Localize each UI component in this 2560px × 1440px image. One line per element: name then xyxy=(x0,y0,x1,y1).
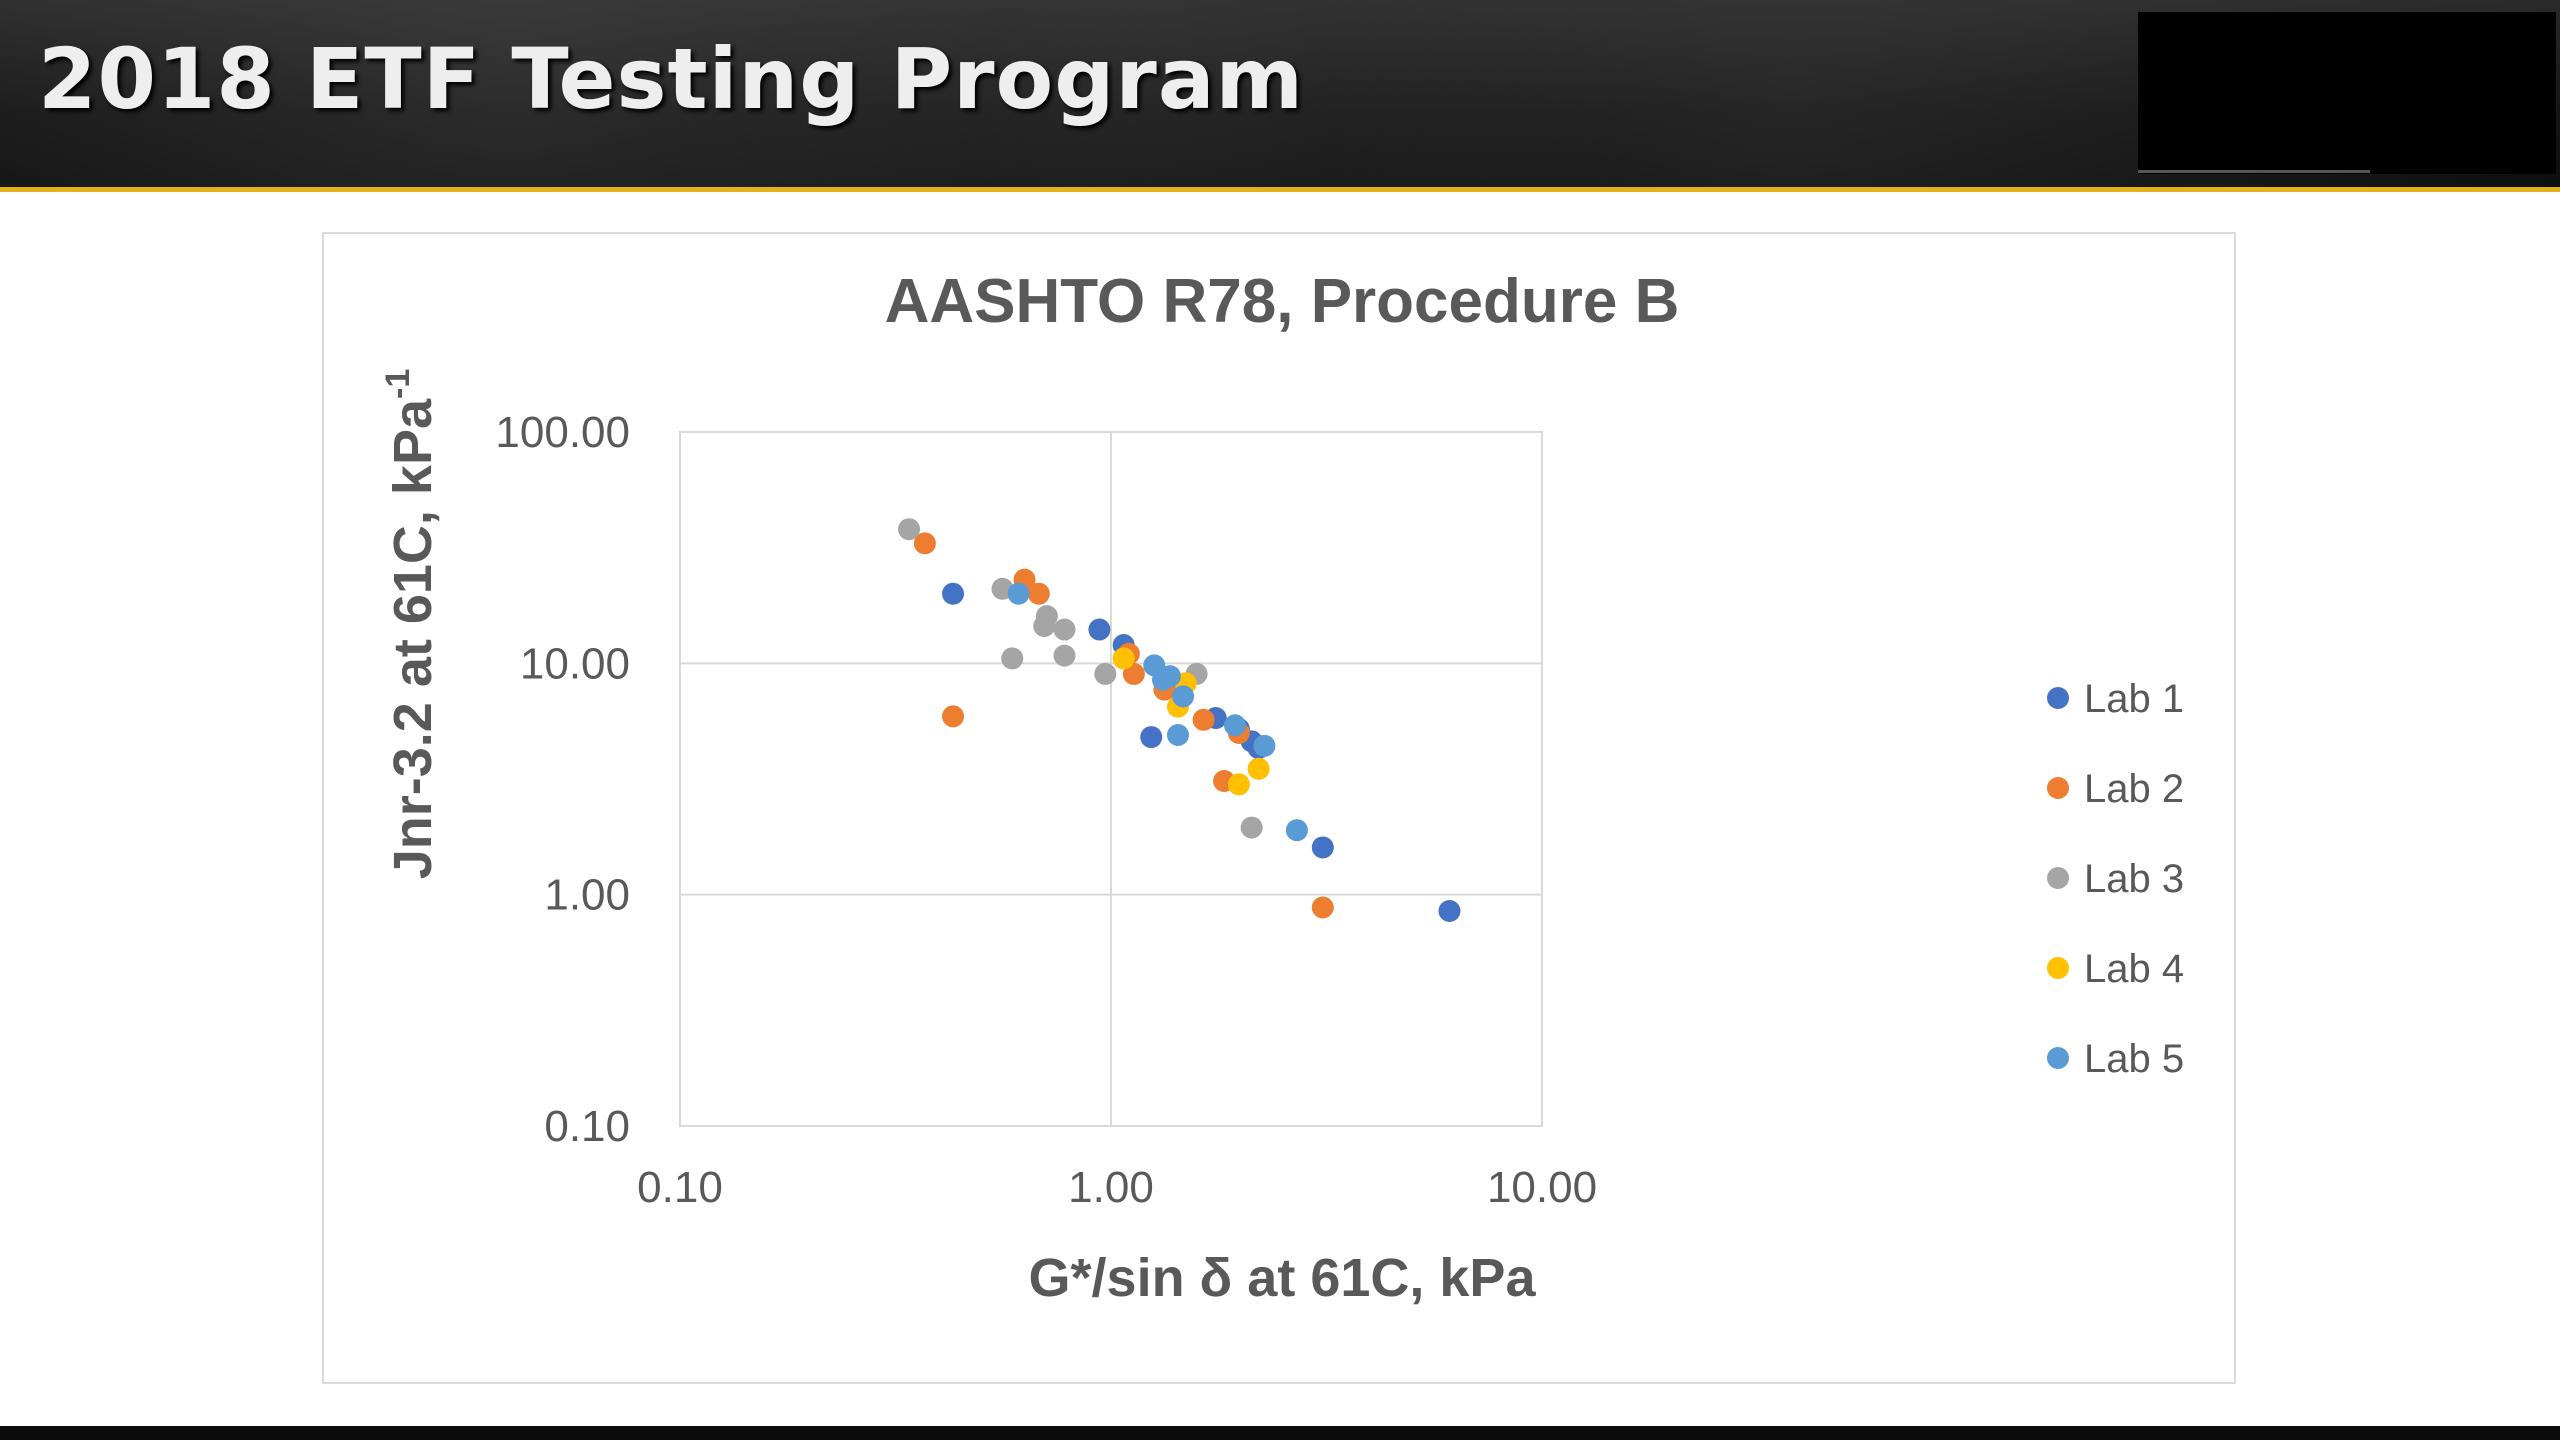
x-axis-ticks: 0.10 1.00 10.00 xyxy=(637,1163,1597,1212)
legend-label: Lab 5 xyxy=(2084,1037,2184,1081)
legend-label: Lab 3 xyxy=(2084,857,2184,901)
legend-marker xyxy=(2047,867,2069,889)
data-point-lab-1 xyxy=(1438,899,1461,922)
x-tick-label: 10.00 xyxy=(1487,1163,1597,1212)
data-point-lab-1 xyxy=(942,582,965,605)
data-point-lab-5 xyxy=(1285,819,1308,842)
data-point-lab-1 xyxy=(1088,618,1111,641)
x-tick-label: 0.10 xyxy=(637,1163,723,1212)
data-point-lab-5 xyxy=(1224,714,1247,737)
slide-title: 2018 ETF Testing Program xyxy=(38,30,1305,128)
logo-underline xyxy=(2138,170,2370,173)
data-point-lab-2 xyxy=(1311,896,1334,919)
accent-rule xyxy=(0,187,2560,192)
x-tick-label: 1.00 xyxy=(1068,1163,1154,1212)
data-point-lab-4 xyxy=(1112,647,1135,670)
legend-marker xyxy=(2047,957,2069,979)
data-point-lab-2 xyxy=(1192,708,1215,731)
y-axis-ticks: 100.00 10.00 1.00 0.10 xyxy=(495,408,630,1151)
legend-label: Lab 1 xyxy=(2084,677,2184,721)
y-tick-label: 10.00 xyxy=(520,639,630,688)
y-tick-label: 100.00 xyxy=(495,408,630,457)
data-point-lab-3 xyxy=(1035,605,1058,628)
y-axis-title: Jnr-3.2 at 61C, kPa-1 xyxy=(379,369,443,880)
scatter-chart: AASHTO R78, Procedure B 100.0010.001.000… xyxy=(379,267,2184,1308)
data-point-lab-2 xyxy=(942,705,965,728)
y-axis-title-main: Jnr-3.2 at 61C, kPa xyxy=(383,398,443,879)
y-axis-title-superscript: -1 xyxy=(379,369,417,399)
y-tick-label: 0.10 xyxy=(544,1102,630,1151)
data-point-lab-3 xyxy=(1053,644,1076,667)
legend-marker xyxy=(2047,687,2069,709)
data-point-lab-5 xyxy=(1172,685,1195,708)
data-point-lab-5 xyxy=(1007,582,1030,605)
chart-frame: AASHTO R78, Procedure B 100.00 10.00 1.00 0… xyxy=(322,232,2236,1384)
data-point-lab-3 xyxy=(1053,618,1076,641)
data-point-lab-1 xyxy=(1140,726,1163,749)
data-point-lab-2 xyxy=(913,532,936,555)
y-tick-label: 1.00 xyxy=(544,871,630,920)
data-point-lab-3 xyxy=(1001,647,1024,670)
data-point-lab-3 xyxy=(898,518,921,541)
logo-box xyxy=(2138,12,2556,174)
legend-label: Lab 4 xyxy=(2084,947,2184,991)
data-point-lab-2 xyxy=(1122,662,1145,685)
data-point-lab-5 xyxy=(1253,734,1276,757)
grid xyxy=(679,431,1543,1127)
data-point-lab-2 xyxy=(1027,582,1050,605)
title-bar: 2018 ETF Testing Program xyxy=(0,0,2560,190)
bottom-band xyxy=(0,1426,2560,1440)
data-point-lab-5 xyxy=(1166,724,1189,747)
data-point-lab-4 xyxy=(1247,757,1270,780)
data-point-lab-3 xyxy=(1094,662,1117,685)
data-point-lab-3 xyxy=(1240,816,1263,839)
data-point-lab-5 xyxy=(1158,665,1181,688)
legend-marker xyxy=(2047,777,2069,799)
chart-title: AASHTO R78, Procedure B xyxy=(885,267,1680,336)
x-axis-title: G*/sin δ at 61C, kPa xyxy=(1029,1248,1537,1308)
legend: Lab 1 Lab 2 Lab 3 Lab 4 Lab 5 xyxy=(2047,677,2184,1081)
data-point-lab-1 xyxy=(1311,836,1334,859)
plot-area-border xyxy=(679,431,1543,1127)
legend-label: Lab 2 xyxy=(2084,767,2184,811)
data-point-lab-4 xyxy=(1227,773,1250,796)
legend-marker xyxy=(2047,1047,2069,1069)
data-points xyxy=(898,518,1461,922)
